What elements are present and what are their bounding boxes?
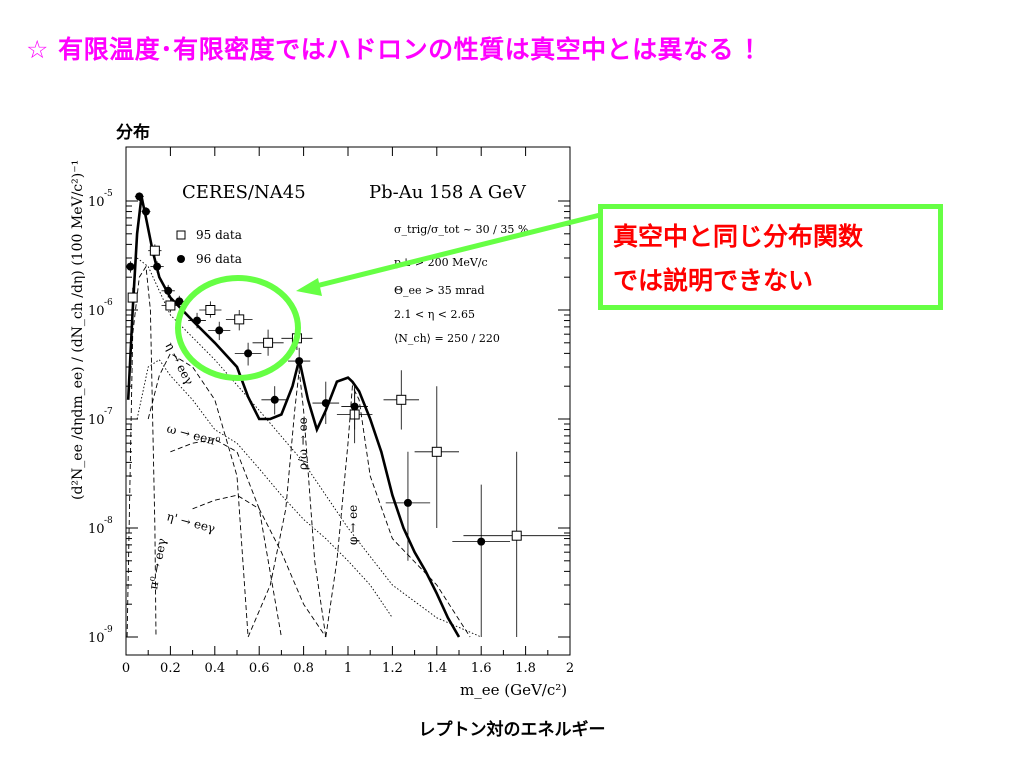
x-tick-label: 1.8 — [515, 661, 536, 676]
condition-1: σ_trig/σ_tot ~ 30 / 35 % — [394, 223, 528, 236]
condition-3: Θ_ee > 35 mrad — [394, 284, 485, 297]
point-96-data — [270, 395, 279, 404]
x-tick-label: 0.4 — [204, 661, 225, 676]
x-axis-label: m_ee (GeV/c²) — [460, 681, 567, 699]
y-tick-label: 10 — [88, 195, 105, 210]
component-curve-7 — [136, 359, 393, 619]
point-96-data — [175, 297, 184, 306]
component-curve-4 — [247, 370, 327, 638]
legend-96-label: 96 data — [196, 252, 242, 266]
x-tick-label: 1 — [344, 661, 352, 676]
point-95-data — [431, 446, 442, 457]
x-tick-label: 1.6 — [471, 661, 492, 676]
y-tick-exponent: -9 — [104, 625, 113, 635]
slide-headline: ☆ 有限温度･有限密度ではハドロンの性質は真空中とは異なる ！ — [26, 35, 769, 64]
point-95-data — [234, 314, 245, 325]
data-points — [126, 192, 570, 637]
point-96-data — [153, 262, 162, 271]
point-96-data — [244, 349, 253, 358]
point-96-data — [350, 402, 359, 411]
curve-label-omega: ω → eeπ⁰ — [165, 421, 221, 449]
callout-box: 真空中と同じ分布関数 では説明できない — [598, 204, 943, 310]
component-curve-8 — [136, 257, 482, 638]
x-tick-label: 1.2 — [382, 661, 403, 676]
point-96-data — [215, 326, 224, 335]
point-96-data — [193, 316, 202, 325]
legend-95-label: 95 data — [196, 228, 242, 242]
distribution-label: 分布 — [116, 123, 150, 143]
y-tick-exponent: -8 — [104, 516, 113, 526]
chart-title: CERES/NA45 — [182, 182, 306, 203]
tick-labels: 0 0.2 0.4 0.6 0.8 1 1.2 1.4 1.6 1.8 210-510-610-71… — [88, 189, 574, 676]
x-axis-caption: レプトン対のエネルギー — [418, 720, 606, 740]
point-96-data — [164, 286, 173, 295]
highlight-arrow-head — [296, 278, 322, 296]
y-tick-label: 10 — [88, 413, 105, 428]
y-tick-label: 10 — [88, 522, 105, 537]
conditions-block: σ_trig/σ_tot ~ 30 / 35 % p⊥ > 200 MeV/c … — [394, 223, 528, 345]
chart-subtitle: Pb-Au 158 A GeV — [369, 182, 527, 203]
point-96-data — [321, 399, 330, 408]
y-axis-label: (d²N_ee /dηdm_ee) / (dN_ch /dη) (100 MeV… — [70, 160, 86, 500]
x-tick-label: 0.2 — [160, 661, 181, 676]
curve-label-rho: ρ/ω → ee — [296, 417, 310, 470]
component-curve-1 — [170, 438, 282, 638]
y-tick-exponent: -6 — [104, 298, 113, 308]
legend-96-marker — [177, 255, 185, 263]
component-curve-3 — [126, 265, 157, 638]
point-95-data — [205, 305, 216, 315]
curve-label-pi0: π⁰ → eeγ — [146, 537, 169, 590]
legend-95-marker — [176, 230, 186, 240]
point-96-data — [477, 537, 486, 546]
condition-5: ⟨N_ch⟩ = 250 / 220 — [394, 332, 500, 345]
point-95-data — [263, 337, 274, 348]
component-curve-2 — [192, 494, 327, 638]
point-96-data — [403, 498, 412, 507]
y-tick-label: 10 — [88, 304, 105, 319]
highlight-ellipse — [175, 275, 301, 381]
component-curve-5 — [325, 384, 471, 638]
y-tick-label: 10 — [88, 631, 105, 646]
callout-line-1: 真空中と同じ分布関数 — [613, 222, 864, 251]
point-96-data — [135, 192, 144, 201]
tick-marks — [125, 147, 571, 655]
point-96-data — [295, 357, 304, 366]
x-tick-label: 0.6 — [249, 661, 270, 676]
x-tick-label: 0.8 — [293, 661, 314, 676]
x-tick-label: 1.4 — [426, 661, 447, 676]
point-96-data — [126, 262, 135, 271]
component-curve-0 — [147, 352, 249, 638]
y-tick-exponent: -7 — [104, 407, 113, 417]
x-tick-label: 2 — [566, 661, 574, 676]
x-tick-label: 0 — [122, 661, 130, 676]
callout-line-2: では説明できない — [613, 266, 814, 295]
point-95-data — [396, 394, 407, 405]
point-95-data — [127, 292, 138, 303]
highlight-arrow-shaft — [311, 212, 601, 290]
legend: 95 data 96 data — [176, 228, 242, 266]
point-95-data — [165, 300, 176, 311]
condition-4: 2.1 < η < 2.65 — [394, 308, 475, 321]
y-tick-exponent: -5 — [104, 189, 113, 199]
point-95-data — [149, 245, 160, 256]
curve-label-etaprime: η' → eeγ — [165, 509, 216, 535]
curve-label-phi: φ → ee — [346, 505, 360, 545]
point-96-data — [141, 207, 150, 216]
point-95-data — [511, 530, 522, 541]
